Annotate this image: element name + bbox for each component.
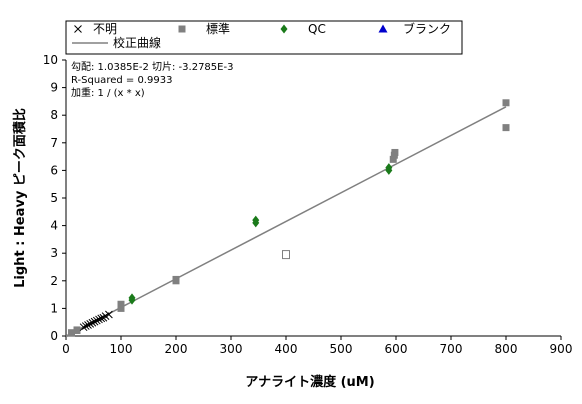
calibration-curve [65, 106, 507, 337]
data-point [391, 148, 399, 156]
data-point [117, 300, 125, 308]
data-point [385, 163, 393, 173]
data-point [84, 321, 92, 329]
data-point [73, 326, 81, 334]
x-tick-label: 0 [62, 342, 70, 356]
r-squared-annotation: R-Squared = 0.9933 [71, 75, 172, 86]
data-point [92, 316, 101, 325]
x-tick-label: 600 [385, 342, 408, 356]
y-tick-label: 2 [50, 274, 58, 288]
data-point [79, 323, 88, 332]
data-point [95, 315, 103, 324]
y-tick-label: 1 [50, 301, 58, 315]
x-tick-label: 400 [275, 342, 298, 356]
legend-marker [378, 24, 388, 33]
y-axis-label: Light : Heavy ピーク面積比 [12, 108, 28, 288]
data-point [88, 318, 97, 327]
legend-box [65, 20, 463, 55]
data-point [117, 304, 125, 312]
x-tick-label: 800 [495, 342, 518, 356]
y-tick-label: 3 [50, 246, 58, 260]
data-point [502, 99, 510, 107]
x-tick-label: 900 [550, 342, 573, 356]
legend-label: 不明 [93, 22, 117, 36]
legend-label: 標準 [206, 21, 230, 36]
y-tick-label: 0 [50, 329, 58, 343]
x-tick-label: 300 [220, 342, 243, 356]
legend-marker [74, 25, 82, 33]
y-tick-label: 9 [50, 81, 58, 95]
y-tick-label: 7 [50, 136, 58, 150]
y-tick-label: 10 [43, 53, 58, 67]
data-point [105, 310, 113, 319]
x-tick-label: 200 [165, 342, 188, 356]
data-point [90, 317, 99, 326]
y-tick-label: 8 [50, 108, 58, 122]
data-point [97, 314, 106, 323]
weighting-annotation: 加重: 1 / (x * x) [71, 86, 145, 99]
x-tick-label: 100 [110, 342, 133, 356]
data-point [86, 320, 95, 328]
x-axis-label: アナライト濃度 (uM) [245, 374, 374, 390]
data-point [128, 293, 136, 303]
x-tick-label: 500 [330, 342, 353, 356]
data-point [172, 275, 180, 283]
data-point [81, 322, 90, 330]
fit-line [65, 106, 507, 337]
y-tick-label: 5 [50, 191, 58, 205]
y-tick-label: 6 [50, 163, 58, 177]
legend-label: QC [308, 22, 326, 36]
data-point [252, 215, 260, 225]
slope-intercept-annotation: 勾配: 1.0385E-2 切片: -3.2785E-3 [71, 60, 233, 73]
x-tick-label: 700 [440, 342, 463, 356]
data-point [68, 329, 75, 337]
axes: 0 100 200 300 400 500 600 700 800 900 0 1 2 3 4 5 6 7 8 9 10 [43, 53, 573, 356]
data-points [68, 99, 510, 337]
legend-label: ブランク [403, 21, 451, 36]
data-point [502, 124, 510, 132]
data-point [282, 250, 290, 260]
legend-marker [178, 25, 186, 33]
data-point [389, 155, 397, 163]
y-tick-label: 4 [50, 219, 58, 233]
legend-label: 校正曲線 [113, 35, 161, 50]
legend-marker [280, 24, 288, 34]
